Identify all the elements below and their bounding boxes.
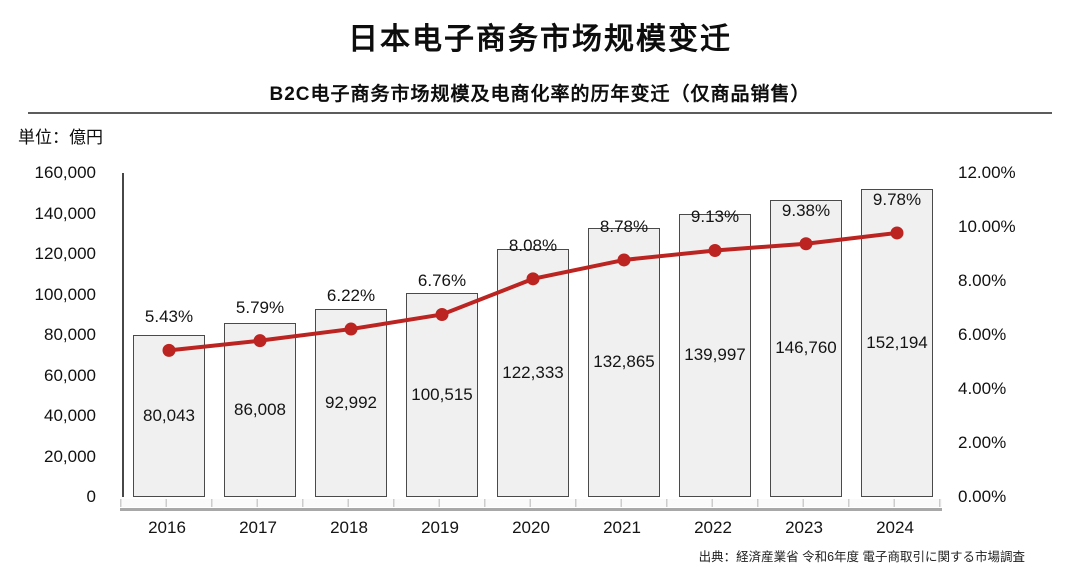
x-axis-label-2016: 2016 <box>148 518 186 537</box>
bar-2017: 86,008 <box>224 322 296 497</box>
left-axis-tick-label: 40,000 <box>44 406 96 425</box>
line-marker <box>526 272 540 286</box>
line-point-label: 5.79% <box>235 297 285 317</box>
x-axis-label-2024: 2024 <box>876 518 914 537</box>
bar-value-label: 132,865 <box>593 352 655 372</box>
left-axis-tick-label: 0 <box>86 487 96 506</box>
x-axis-baseline <box>120 508 942 511</box>
source-citation: 出典：経済産業省 令和6年度 電子商取引に関する市場調査 <box>698 550 1025 564</box>
right-axis-tick-label: 12.00% <box>958 163 1016 182</box>
line-point-label: 6.76% <box>417 271 467 291</box>
chart-subtitle: B2C电子商务市场规模及电商化率的历年变迁（仅商品销售） <box>269 84 811 105</box>
left-axis-tick-label: 140,000 <box>34 203 96 223</box>
right-axis-tick-label: 4.00% <box>958 379 1007 398</box>
right-axis-tick-label: 0.00% <box>958 487 1007 506</box>
line-point-label: 9.78% <box>872 189 922 209</box>
x-axis-label-2021: 2021 <box>603 518 641 537</box>
line-marker <box>435 307 449 321</box>
x-axis-label-2020: 2020 <box>512 518 550 537</box>
bar-value-label: 100,515 <box>411 385 473 405</box>
right-axis-tick-label: 10.00% <box>958 217 1016 236</box>
bar-value-label: 139,997 <box>684 345 746 365</box>
left-axis-tick-label: 160,000 <box>34 163 96 182</box>
x-axis-label-2017: 2017 <box>239 518 277 537</box>
line-marker <box>253 334 267 348</box>
divider-line <box>28 112 1052 114</box>
left-axis-tick-label: 20,000 <box>44 446 96 466</box>
x-axis-label-2023: 2023 <box>785 518 823 537</box>
x-axis-tick-strip <box>120 499 942 507</box>
x-axis-label-2022: 2022 <box>694 518 732 537</box>
line-marker <box>617 253 631 267</box>
bar-2021: 132,865 <box>588 227 660 497</box>
line-marker <box>344 322 358 336</box>
line-point-label: 8.78% <box>599 216 649 236</box>
line-marker <box>890 226 904 240</box>
left-axis-tick-label: 60,000 <box>44 365 96 385</box>
left-axis-tick-label: 120,000 <box>34 244 96 263</box>
bar-value-label: 122,333 <box>502 363 564 383</box>
bar-value-label: 92,992 <box>325 392 377 412</box>
unit-label: 単位：億円 <box>18 128 103 147</box>
line-point-label: 6.22% <box>326 286 376 306</box>
line-point-label: 9.38% <box>781 200 831 220</box>
right-axis-tick-label: 6.00% <box>958 325 1007 344</box>
bar-value-label: 152,194 <box>866 332 928 352</box>
bar-2024: 152,194 <box>861 188 933 497</box>
bar-2020: 122,333 <box>497 249 569 497</box>
left-axis-tick-label: 80,000 <box>44 325 96 344</box>
line-marker <box>708 243 722 257</box>
line-series <box>162 226 904 357</box>
bar-2022: 139,997 <box>679 213 751 497</box>
x-axis-label-2019: 2019 <box>421 518 459 537</box>
left-axis-tick-label: 100,000 <box>34 284 96 304</box>
x-axis-label-2018: 2018 <box>330 518 368 537</box>
line-point-label: 9.13% <box>690 207 740 227</box>
bar-2018: 92,992 <box>315 308 387 497</box>
line-marker <box>162 343 176 357</box>
bar-2016: 80,043 <box>133 334 205 497</box>
line-point-label: 5.43% <box>144 307 194 327</box>
right-axis-tick-label: 2.00% <box>958 433 1007 452</box>
bar-2019: 100,515 <box>406 293 478 497</box>
bar-value-label: 86,008 <box>234 399 286 419</box>
right-axis-tick-label: 8.00% <box>958 271 1007 290</box>
plot-area: 80,043 86,008 92,992 100,515 122,333 132,865 1… <box>122 173 942 497</box>
line-marker <box>799 237 813 251</box>
bar-value-label: 146,760 <box>775 338 837 358</box>
line-point-label: 8.08% <box>508 235 558 255</box>
chart-title: 日本电子商务市场规模变迁 <box>348 23 732 56</box>
bar-value-label: 80,043 <box>143 405 195 425</box>
